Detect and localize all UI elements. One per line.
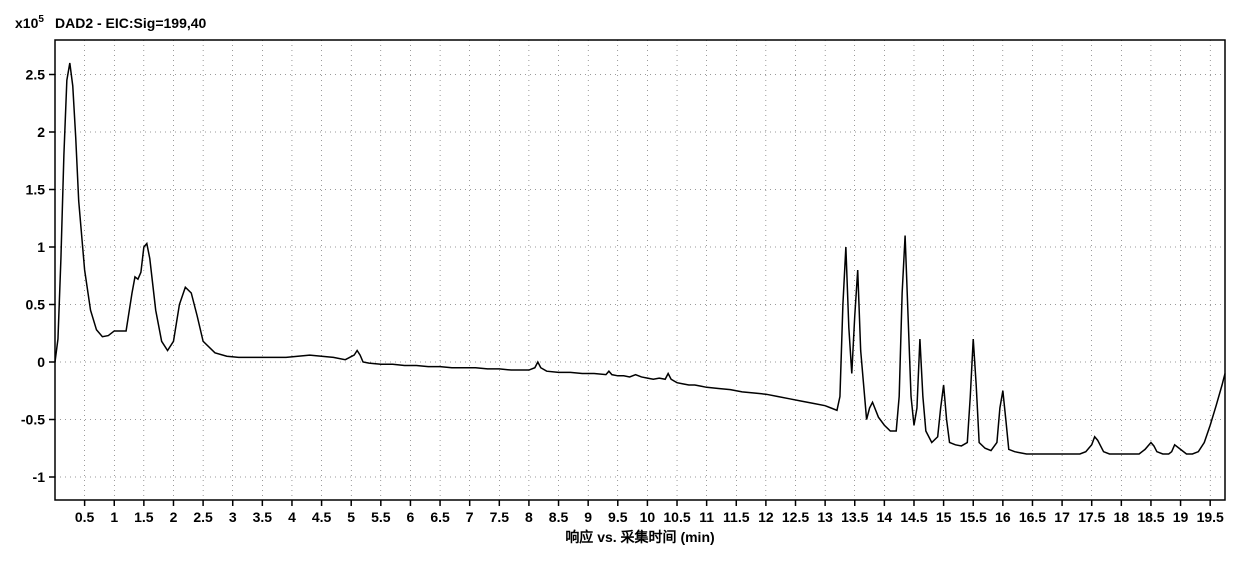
x-tick-label: 13 — [817, 509, 833, 525]
x-tick-label: 19.5 — [1197, 509, 1224, 525]
x-tick-label: 4 — [288, 509, 296, 525]
x-tick-label: 10.5 — [663, 509, 690, 525]
x-tick-label: 14.5 — [900, 509, 927, 525]
x-tick-label: 3.5 — [253, 509, 273, 525]
x-tick-label: 10 — [640, 509, 656, 525]
plot-frame — [55, 40, 1225, 500]
chart-title: DAD2 - EIC:Sig=199,40 — [55, 15, 207, 31]
y-tick-label: -0.5 — [21, 412, 45, 428]
x-tick-label: 2.5 — [193, 509, 213, 525]
x-tick-label: 15 — [936, 509, 952, 525]
x-tick-label: 12.5 — [782, 509, 809, 525]
x-tick-label: 8 — [525, 509, 533, 525]
y-ticks: -1 -0.5 0 0.5 1 1.5 2 2.5 — [21, 67, 55, 486]
x-tick-label: 7.5 — [490, 509, 510, 525]
y-tick-label: 0 — [37, 354, 45, 370]
x-tick-label: 1 — [110, 509, 118, 525]
x-tick-label: 5.5 — [371, 509, 391, 525]
y-tick-label: 2 — [37, 124, 45, 140]
x-tick-label: 4.5 — [312, 509, 332, 525]
x-tick-label: 13.5 — [841, 509, 868, 525]
x-tick-label: 11.5 — [723, 509, 750, 525]
x-ticks: 0.511.522.533.544.555.566.577.588.599.51… — [75, 500, 1224, 525]
x-tick-label: 15.5 — [960, 509, 987, 525]
x-tick-label: 18.5 — [1137, 509, 1164, 525]
x-tick-label: 19 — [1173, 509, 1189, 525]
x-tick-label: 18 — [1114, 509, 1130, 525]
x-tick-label: 11 — [699, 509, 714, 525]
x-tick-label: 3 — [229, 509, 237, 525]
x-tick-label: 0.5 — [75, 509, 95, 525]
x-tick-label: 14 — [877, 509, 893, 525]
chromatogram-trace — [55, 63, 1225, 454]
chart-canvas: x105 DAD2 - EIC:Sig=199,40 -1-0.500.511.… — [0, 0, 1240, 580]
x-tick-label: 8.5 — [549, 509, 569, 525]
x-tick-label: 7 — [466, 509, 474, 525]
x-tick-label: 16 — [995, 509, 1011, 525]
x-tick-label: 9 — [584, 509, 592, 525]
chromatogram-chart: x105 DAD2 - EIC:Sig=199,40 -1-0.500.511.… — [0, 0, 1240, 580]
x-tick-label: 12 — [758, 509, 774, 525]
y-tick-label: 2.5 — [26, 67, 46, 83]
y-tick-label: 0.5 — [26, 297, 46, 313]
y-multiplier-label: x105 — [15, 14, 44, 31]
x-tick-label: 6.5 — [430, 509, 450, 525]
x-tick-label: 5 — [347, 509, 355, 525]
x-tick-label: 2 — [170, 509, 178, 525]
x-tick-label: 6 — [407, 509, 415, 525]
y-tick-label: 1.5 — [26, 182, 46, 198]
y-tick-label: -1 — [33, 469, 46, 485]
x-tick-label: 17 — [1054, 509, 1070, 525]
grid-lines — [55, 40, 1225, 500]
y-tick-label: 1 — [37, 239, 45, 255]
x-axis-label: 响应 vs. 采集时间 (min) — [565, 529, 714, 545]
x-tick-label: 16.5 — [1019, 509, 1046, 525]
x-tick-label: 1.5 — [134, 509, 154, 525]
x-tick-label: 9.5 — [608, 509, 628, 525]
x-tick-label: 17.5 — [1078, 509, 1105, 525]
